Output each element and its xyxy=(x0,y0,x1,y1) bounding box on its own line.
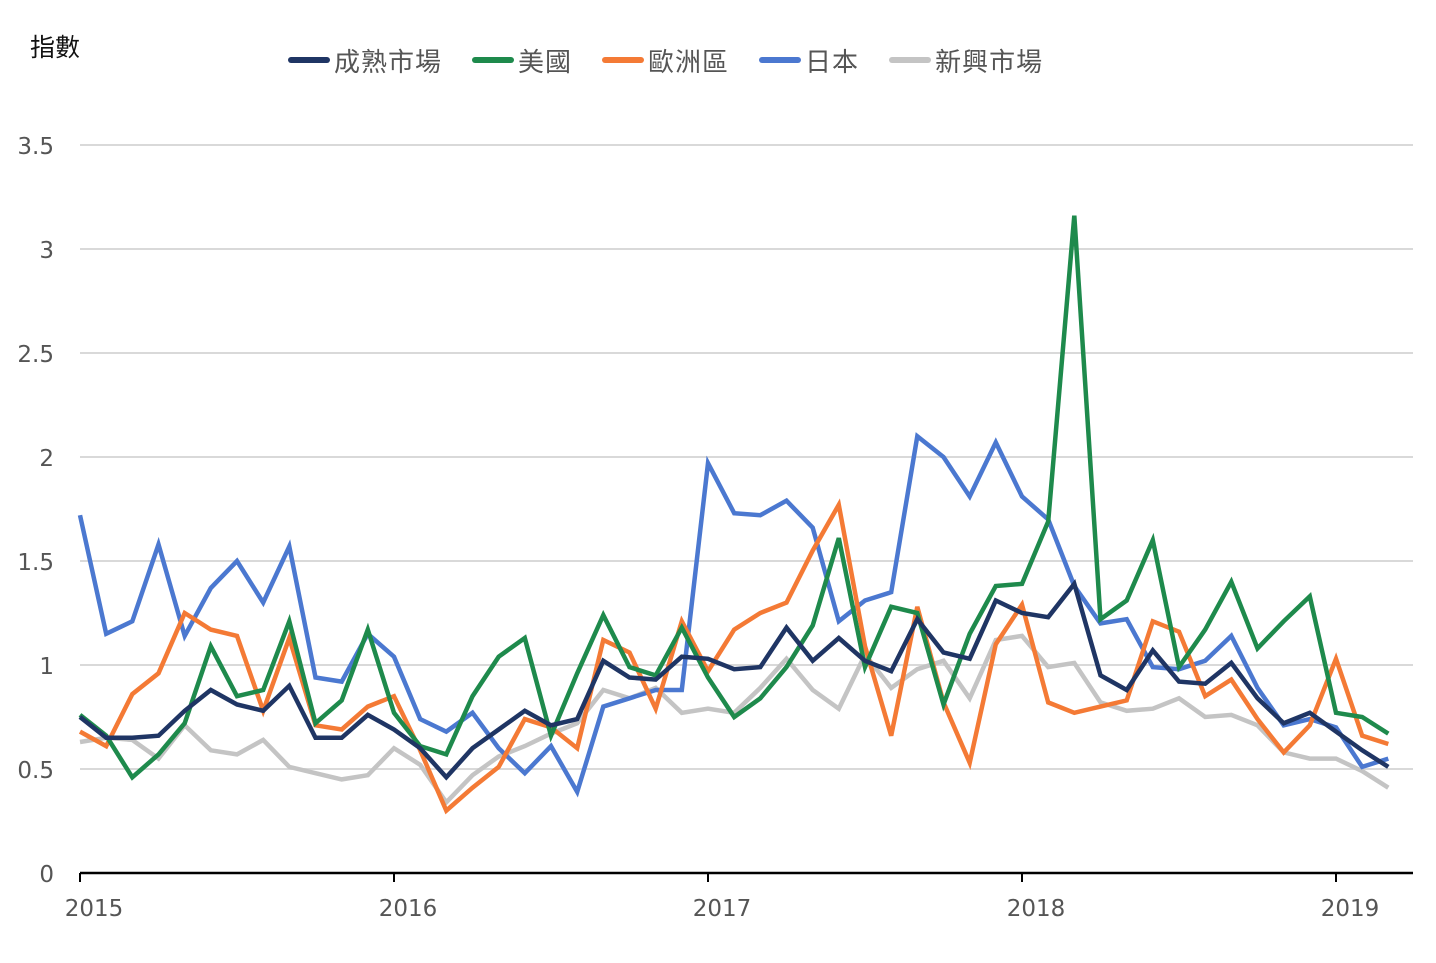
legend-swatch-icon xyxy=(472,57,515,63)
y-tick-label: 0.5 xyxy=(17,758,54,784)
x-tick-label: 2016 xyxy=(379,896,438,922)
legend-swatch-icon xyxy=(288,57,330,63)
x-axis: 2015 2016 2017 2018 2019 xyxy=(65,871,1413,922)
legend-swatch-icon xyxy=(759,57,802,63)
legend-swatch-icon xyxy=(889,57,932,63)
y-tick-label: 2.5 xyxy=(17,342,54,368)
y-tick-label: 3 xyxy=(39,238,54,264)
chart-legend: 成熟市場 美國 歐洲區 日本 新興市場 xyxy=(288,42,1073,78)
y-tick-label: 1.5 xyxy=(17,550,54,576)
legend-item-emerging-markets: 新興市場 xyxy=(889,42,1043,79)
legend-label: 美國 xyxy=(518,47,573,78)
legend-swatch-icon xyxy=(602,57,645,63)
x-tick-label: 2018 xyxy=(1007,896,1066,922)
y-tick-label: 0 xyxy=(39,862,54,888)
y-tick-label: 2 xyxy=(39,446,54,472)
series-lines xyxy=(77,215,1390,815)
legend-item-japan: 日本 xyxy=(759,42,859,79)
legend-item-mature-markets: 成熟市場 xyxy=(288,42,442,79)
legend-label: 日本 xyxy=(805,47,860,78)
legend-item-eurozone: 歐洲區 xyxy=(602,42,729,79)
x-tick-label: 2017 xyxy=(693,896,752,922)
series-line-1 xyxy=(78,215,1390,781)
series-line-4 xyxy=(79,633,1390,806)
series-line-3 xyxy=(77,432,1389,798)
y-axis-ticks: 0 0.5 1 1.5 2 2.5 3 3.5 xyxy=(17,134,54,888)
legend-label: 成熟市場 xyxy=(334,47,443,78)
y-tick-label: 3.5 xyxy=(17,134,54,160)
legend-item-us: 美國 xyxy=(472,42,572,79)
x-tick-label: 2015 xyxy=(65,896,124,922)
legend-label: 歐洲區 xyxy=(648,47,730,78)
series-line-0 xyxy=(78,579,1390,781)
y-tick-label: 1 xyxy=(39,654,54,680)
x-tick-label: 2019 xyxy=(1321,896,1380,922)
y-axis-title: 指數 xyxy=(30,33,81,62)
legend-label: 新興市場 xyxy=(935,47,1044,78)
